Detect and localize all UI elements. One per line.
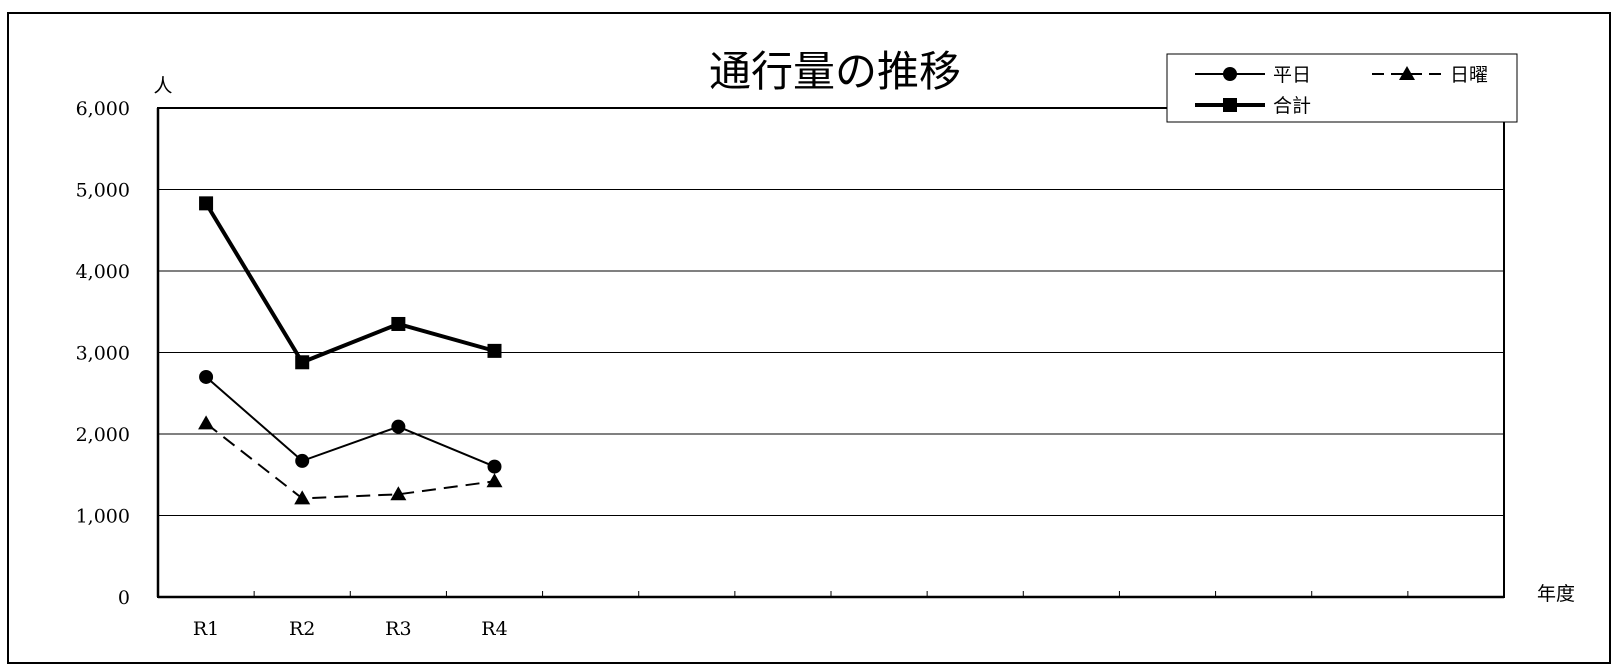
- data-point: [391, 419, 406, 434]
- chart-frame: [7, 12, 1611, 664]
- data-point: [294, 490, 311, 505]
- y-tick-label: 3,000: [76, 343, 130, 365]
- legend-marker: [1223, 67, 1237, 81]
- series-line: [204, 202, 496, 365]
- legend-label: 日曜: [1450, 64, 1488, 86]
- legend-label: 合計: [1273, 95, 1311, 117]
- x-tick-label: R4: [481, 618, 507, 640]
- chart-title: 通行量の推移: [709, 47, 961, 96]
- axes: [156, 107, 1505, 599]
- series-line: [205, 376, 495, 468]
- data-point: [295, 453, 310, 468]
- series-square: [199, 196, 502, 370]
- x-axis-unit-label: 年度: [1537, 583, 1575, 605]
- y-tick-label: 5,000: [76, 180, 130, 202]
- legend-marker: [1223, 98, 1237, 112]
- y-tick-label: 4,000: [76, 261, 130, 283]
- series-circle: [199, 369, 502, 474]
- y-tick-label: 0: [118, 587, 130, 609]
- gridlines: [158, 107, 1504, 516]
- series-triangle: [198, 415, 503, 505]
- data-point: [390, 486, 407, 501]
- legend-marker: [1399, 66, 1415, 80]
- y-tick-label: 1,000: [76, 506, 130, 528]
- legend-item: 日曜: [1372, 64, 1488, 86]
- data-point: [487, 343, 502, 358]
- y-tick-label: 6,000: [76, 98, 130, 120]
- series-lines: [198, 196, 503, 505]
- y-axis-unit-label: 人: [153, 75, 172, 97]
- legend-label: 平日: [1273, 64, 1311, 86]
- x-tick-label: R3: [385, 618, 411, 640]
- x-tick-label: R2: [289, 618, 315, 640]
- data-point: [391, 316, 406, 331]
- data-point: [199, 369, 214, 384]
- x-tick-label: R1: [193, 618, 219, 640]
- data-point: [295, 355, 310, 370]
- data-point: [198, 415, 215, 430]
- legend-item: 平日: [1195, 64, 1311, 86]
- tick-labels: 0 1,000 2,000 3,000 4,000 5,000 6,000 R1 R2 R3 R4: [76, 98, 508, 640]
- data-point: [486, 473, 503, 488]
- data-point: [487, 459, 502, 474]
- legend-item: 合計: [1195, 95, 1311, 117]
- y-tick-label: 2,000: [76, 424, 130, 446]
- data-point: [199, 196, 214, 211]
- series-line: [205, 422, 495, 500]
